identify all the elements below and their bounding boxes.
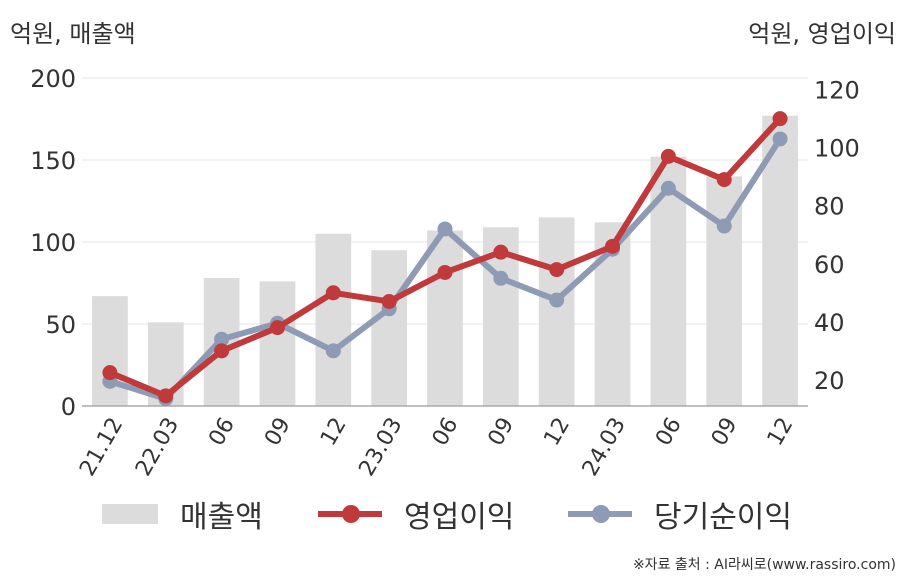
x-tick-label: 12 — [763, 414, 799, 451]
legend-swatch-net — [568, 504, 632, 524]
point-operating — [381, 294, 397, 310]
point-net — [716, 218, 732, 234]
x-tick-label: 23.03 — [354, 414, 407, 481]
right-axis-unit-label: 억원, 영업이익 — [748, 20, 896, 48]
x-tick-label: 09 — [484, 414, 520, 451]
point-net — [549, 292, 565, 308]
left-axis-unit-label: 억원, 매출액 — [10, 20, 136, 48]
bar-sales — [92, 296, 128, 406]
chart-legend: 매출액 영업이익 당기순이익 — [0, 492, 908, 536]
right-tick-label: 40 — [814, 309, 845, 337]
point-operating — [437, 264, 453, 280]
point-operating — [102, 365, 118, 381]
x-tick-label: 09 — [707, 414, 743, 451]
point-net — [437, 221, 453, 237]
bar-sales — [371, 250, 408, 406]
point-operating — [158, 388, 174, 404]
point-operating — [716, 172, 732, 188]
point-operating — [325, 285, 341, 301]
legend-label-operating: 영업이익 — [404, 500, 515, 535]
left-tick-label: 150 — [30, 147, 76, 175]
financial-chart: 0 50 100 150 200 20 40 60 80 100 120 21.12 22.03 06 09… — [30, 65, 860, 481]
x-tick-label: 22.03 — [131, 414, 184, 481]
point-operating — [772, 111, 788, 127]
x-tick-label: 09 — [260, 414, 296, 451]
right-tick-label: 20 — [814, 367, 845, 395]
point-operating — [605, 238, 621, 254]
point-net — [660, 180, 676, 196]
x-tick-label: 12 — [316, 414, 352, 451]
point-net — [493, 270, 509, 286]
point-operating — [660, 148, 676, 164]
source-note: ※자료 출처 : AI라씨로(www.rassiro.com) — [632, 557, 896, 573]
left-tick-label: 200 — [30, 65, 76, 93]
x-tick-label: 12 — [539, 414, 575, 451]
x-tick-label: 06 — [651, 414, 687, 451]
legend-swatch-sales — [102, 504, 158, 524]
legend-label-net: 당기순이익 — [654, 500, 792, 535]
bar-sales — [538, 217, 575, 406]
right-tick-label: 120 — [814, 77, 860, 105]
bar-sales — [315, 233, 352, 406]
left-tick-label: 50 — [45, 311, 76, 339]
x-tick-label: 06 — [428, 414, 464, 451]
legend-item-net: 당기순이익 — [568, 492, 792, 536]
legend-item-operating: 영업이익 — [318, 492, 514, 536]
point-net — [214, 331, 230, 347]
right-tick-label: 100 — [814, 135, 860, 163]
right-tick-label: 60 — [814, 251, 845, 279]
bar-sales — [259, 281, 296, 406]
point-operating — [493, 244, 509, 260]
point-operating — [214, 343, 230, 359]
left-tick-label: 100 — [30, 229, 76, 257]
bar-sales — [762, 115, 798, 406]
legend-swatch-operating — [318, 504, 382, 524]
point-net — [772, 131, 788, 147]
x-tick-label: 06 — [204, 414, 240, 451]
legend-item-sales: 매출액 — [102, 492, 263, 536]
point-net — [325, 343, 341, 359]
point-operating — [549, 262, 565, 278]
right-tick-label: 80 — [814, 193, 845, 221]
legend-label-sales: 매출액 — [180, 500, 263, 535]
point-operating — [269, 320, 285, 336]
x-tick-label: 24.03 — [578, 414, 631, 481]
left-tick-label: 0 — [61, 393, 76, 421]
bar-sales — [427, 230, 463, 406]
x-tick-label: 21.12 — [75, 414, 128, 481]
